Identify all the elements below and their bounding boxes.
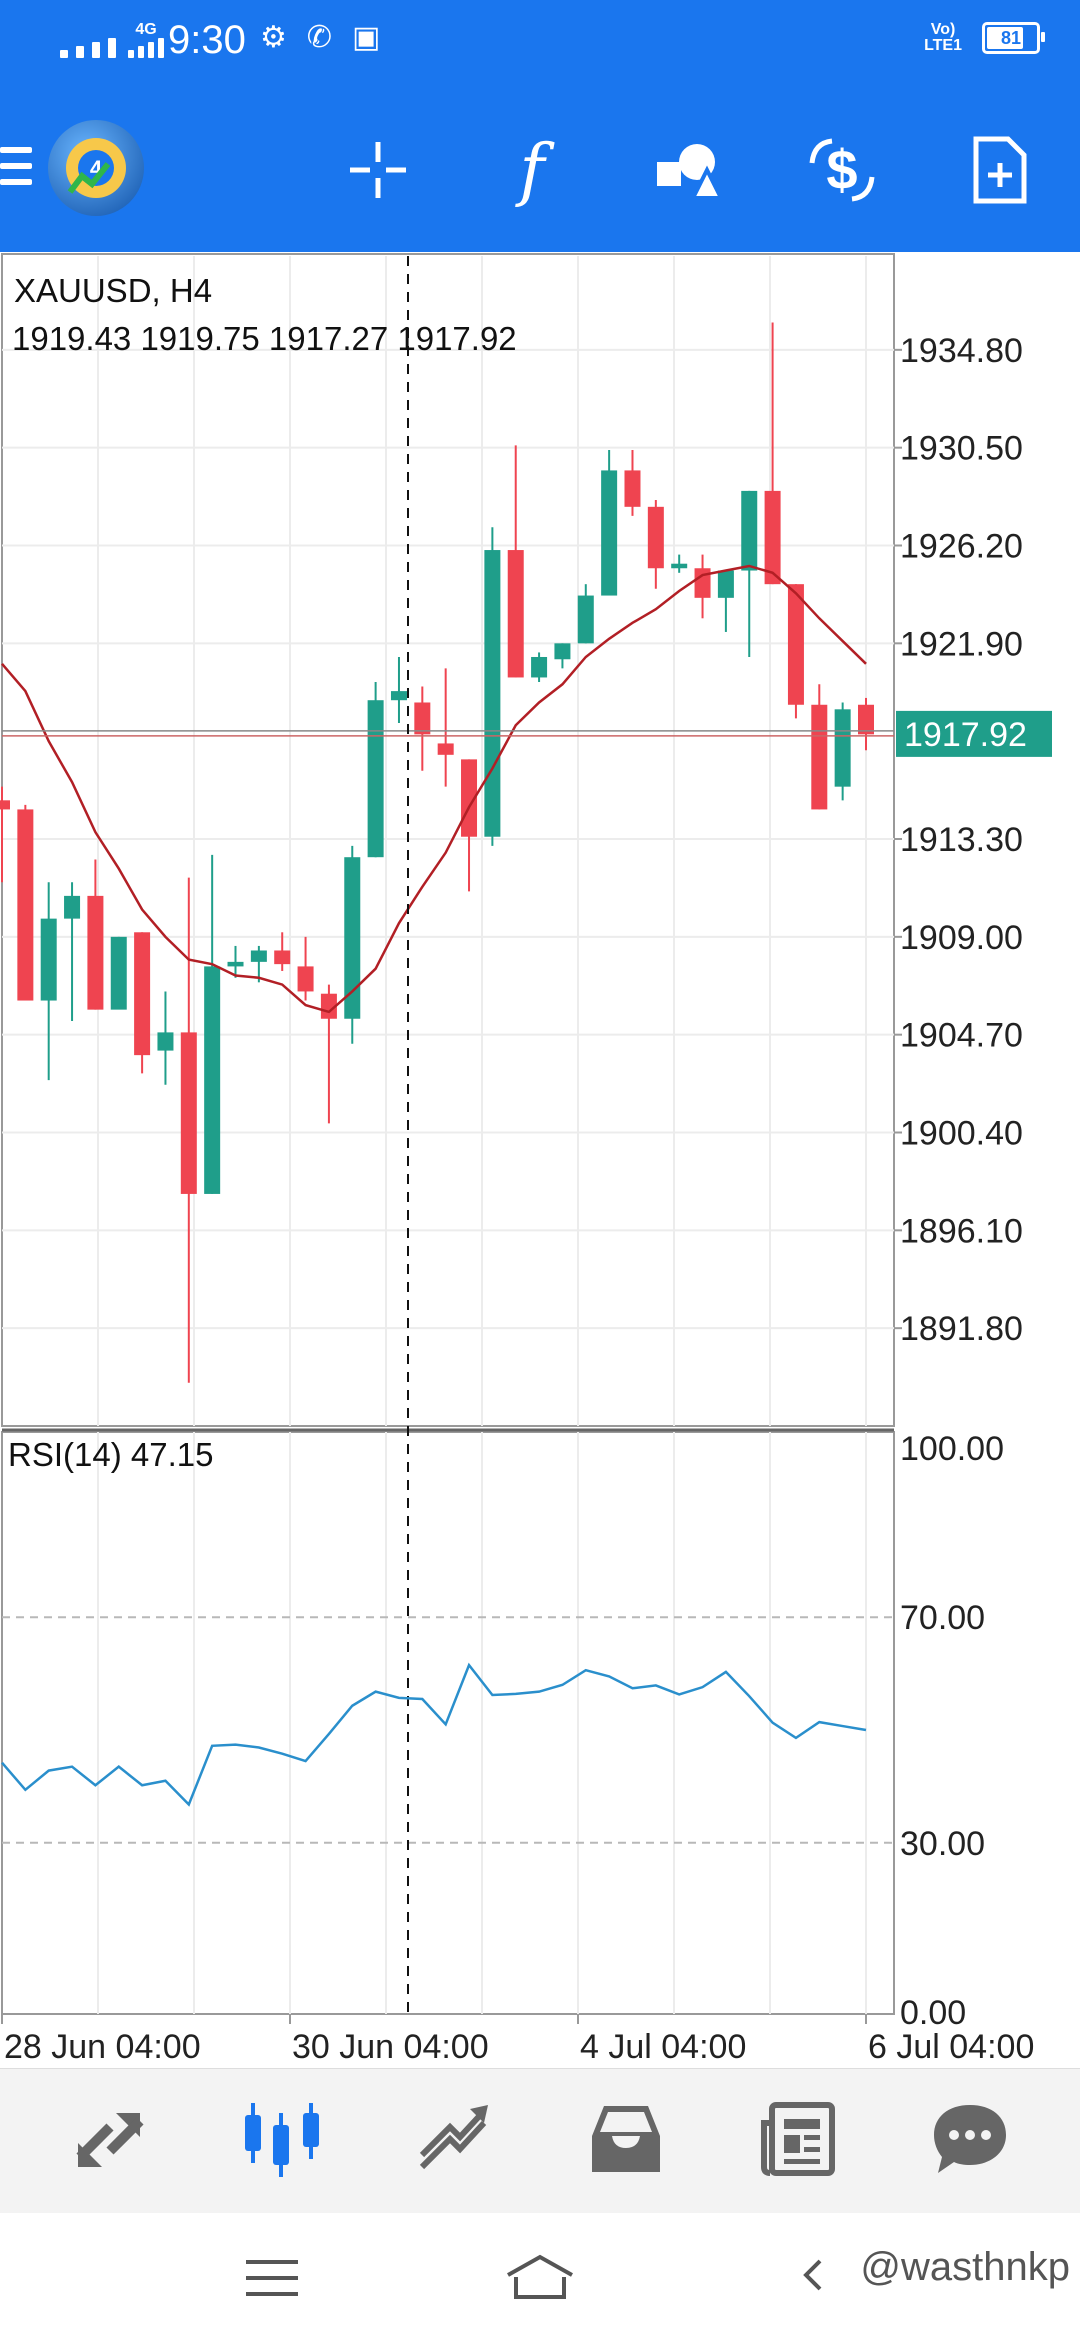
candle-body: [250, 950, 267, 962]
candle-body: [741, 490, 758, 571]
rsi-title: RSI(14) 47.15: [8, 1436, 214, 1473]
candle-body: [764, 490, 781, 585]
candle-body: [0, 800, 10, 810]
candle-body: [787, 584, 804, 705]
candle-body: [320, 993, 337, 1019]
candle-body: [531, 656, 548, 678]
candle-body: [227, 961, 244, 967]
chart-canvas[interactable]: 1934.80 1930.50 1926.20 1921.90 1913.30 1909.…: [0, 252, 1080, 2068]
rsi-line: [1, 1662, 867, 1807]
network-type: 4G: [135, 21, 157, 38]
price-tick-label: 1930.50: [900, 430, 1023, 468]
trade-icon[interactable]: [404, 2089, 504, 2189]
candle-body: [204, 966, 221, 1194]
system-nav: @wasthnkp: [0, 2213, 1080, 2340]
price-tick-label: 1921.90: [900, 625, 1023, 663]
time-tick-label: 6 Jul 04:00: [868, 2028, 1034, 2066]
chart-icon[interactable]: [232, 2089, 332, 2189]
candle-body: [344, 857, 361, 1019]
price-tick-label: 1891.80: [900, 1310, 1023, 1348]
candle-body: [157, 1032, 174, 1051]
quotes-icon[interactable]: [60, 2089, 160, 2189]
price-tick-label: 1896.10: [900, 1212, 1023, 1250]
svg-text:$: $: [826, 138, 857, 201]
candle-body: [40, 918, 57, 1001]
metatrader-logo-icon[interactable]: 4: [48, 120, 144, 216]
candle-body: [64, 895, 81, 919]
time-tick-label: 28 Jun 04:00: [4, 2028, 201, 2066]
crosshair-icon[interactable]: [338, 130, 418, 210]
candle-body: [17, 809, 34, 1001]
price-tick-label: 1909.00: [900, 919, 1023, 957]
candle-body: [577, 595, 594, 644]
volte-icon: Vo) LTE1: [924, 21, 962, 54]
recent-apps-icon[interactable]: [222, 2243, 322, 2313]
candle-body: [484, 550, 501, 837]
history-icon[interactable]: [576, 2089, 676, 2189]
candle-body: [274, 950, 291, 965]
candle-body: [367, 700, 384, 858]
price-tick-label: 1900.40: [900, 1115, 1023, 1153]
time-tick-label: 30 Jun 04:00: [292, 2028, 489, 2066]
candle-body: [390, 691, 407, 701]
whatsapp-icon: ✆: [306, 21, 333, 54]
trade-dollar-icon[interactable]: $: [802, 130, 882, 210]
chat-icon[interactable]: [920, 2089, 1020, 2189]
candle-body: [858, 704, 874, 735]
candle-body: [694, 568, 711, 598]
rsi-tick-label: 0.00: [900, 1994, 966, 2032]
moving-average-line: [1, 564, 867, 1014]
hamburger-icon[interactable]: [0, 147, 32, 195]
candle-body: [647, 506, 664, 569]
rsi-panel-border: [1, 1431, 895, 2015]
watermark-text: @wasthnkp: [860, 2245, 1070, 2289]
candle-body: [507, 550, 524, 678]
candle-body: [834, 709, 851, 787]
candle-body: [554, 643, 571, 660]
price-tick-label: 1913.30: [900, 821, 1023, 859]
bag-icon: ▣: [352, 21, 381, 54]
candle-body: [717, 570, 734, 598]
price-tick-label: 1926.20: [900, 528, 1023, 566]
price-tick-label: 1934.80: [900, 332, 1023, 370]
indicator-f-icon[interactable]: f: [519, 130, 545, 210]
toolbar: 4 f $: [0, 100, 1080, 240]
battery-icon: 81: [982, 22, 1045, 54]
signal-icon: 4G: [60, 22, 164, 58]
time-tick-label: 4 Jul 04:00: [580, 2028, 746, 2066]
candle-body: [437, 743, 454, 755]
home-icon[interactable]: [490, 2243, 590, 2313]
status-time: 9:30: [168, 18, 246, 62]
status-bar: 4G 9:30 ⚙ ✆ ▣ Vo) LTE1 81: [0, 0, 1080, 80]
candle-body: [110, 936, 127, 1010]
candle-body: [134, 932, 151, 1056]
candle-body: [811, 704, 828, 810]
rsi-tick-label: 30.00: [900, 1825, 985, 1863]
bottom-nav: [0, 2068, 1080, 2214]
ohlc-values: 1919.43 1919.75 1917.27 1917.92: [12, 320, 517, 357]
candle-body: [87, 895, 104, 1010]
settings-gear-icon: ⚙: [260, 21, 287, 54]
rsi-tick-label: 100.00: [900, 1430, 1004, 1468]
candle-body: [297, 966, 314, 992]
candle-body: [624, 470, 641, 507]
back-icon[interactable]: [780, 2243, 880, 2313]
price-tick-label: 1904.70: [900, 1017, 1023, 1055]
candle-body: [601, 470, 618, 596]
symbol-title: XAUUSD, H4: [14, 272, 213, 309]
candle-body: [414, 702, 431, 735]
new-order-icon[interactable]: [960, 130, 1040, 210]
objects-icon[interactable]: [648, 130, 728, 210]
price-chart[interactable]: 1934.80 1930.50 1926.20 1921.90 1913.30 1909.…: [0, 252, 1080, 2082]
app-header: 4G 9:30 ⚙ ✆ ▣ Vo) LTE1 81: [0, 0, 1080, 252]
candle-body: [671, 563, 688, 569]
current-price-badge: [896, 710, 1052, 757]
news-icon[interactable]: [748, 2089, 848, 2189]
current-price-label: 1917.92: [904, 716, 1027, 754]
rsi-tick-label: 70.00: [900, 1599, 985, 1637]
battery-level: 81: [1000, 27, 1022, 48]
candle-body: [180, 1032, 197, 1194]
